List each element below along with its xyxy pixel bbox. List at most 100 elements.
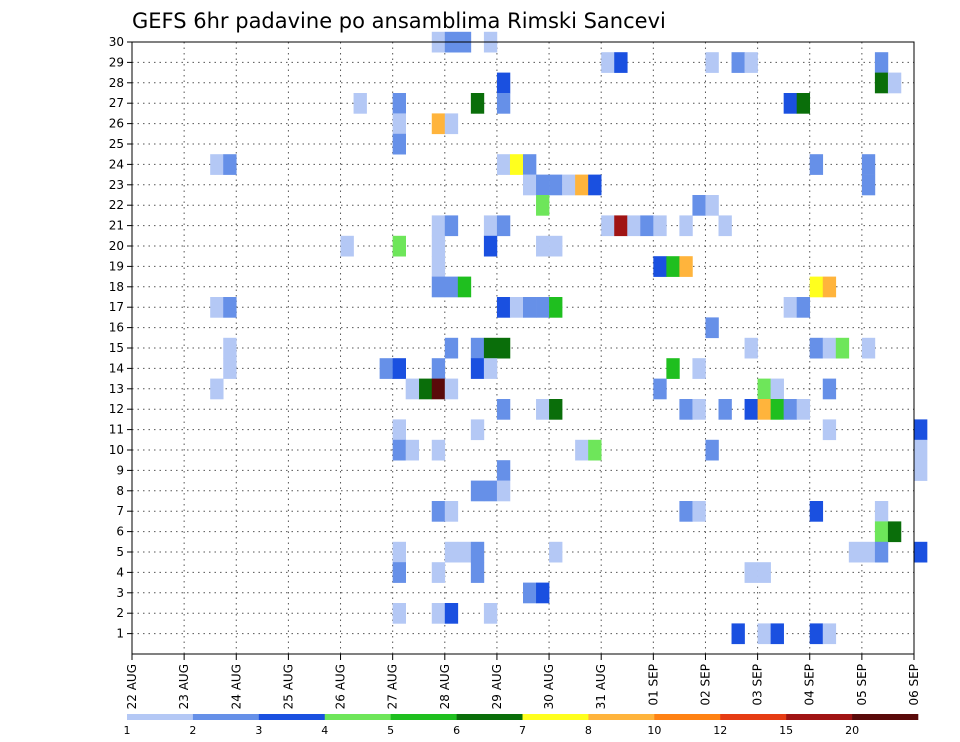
- legend-label: 1: [124, 724, 131, 737]
- x-tick-label: 29 AUG: [490, 664, 504, 709]
- heatmap-cell: [496, 480, 511, 502]
- legend-label: 10: [647, 724, 661, 737]
- heatmap-cell: [692, 195, 706, 216]
- heatmap-cell: [392, 541, 406, 563]
- heatmap-cell: [223, 358, 237, 379]
- heatmap-cell: [848, 541, 863, 563]
- heatmap-cell: [705, 52, 719, 73]
- heatmap-cell: [523, 174, 537, 196]
- heatmap-cell: [822, 378, 837, 400]
- heatmap-cell: [588, 439, 602, 461]
- heatmap-cell: [874, 541, 889, 563]
- x-tick-label: 06 SEP: [907, 664, 921, 706]
- heatmap-cell: [483, 358, 498, 379]
- grid-layer: [132, 41, 914, 654]
- heatmap-cell: [822, 419, 837, 441]
- y-tick-label: 6: [116, 525, 124, 539]
- legend-label: 7: [519, 724, 526, 737]
- heatmap-cell: [431, 256, 446, 277]
- x-tick-label: 31 AUG: [594, 664, 608, 709]
- heatmap-cell: [861, 174, 876, 196]
- heatmap-cell: [523, 582, 537, 604]
- heatmap-cell: [536, 174, 550, 196]
- y-tick-label: 10: [109, 443, 124, 457]
- heatmap-cell: [470, 562, 485, 583]
- heatmap-cell: [783, 399, 797, 420]
- x-tick-label: 04 SEP: [803, 664, 817, 706]
- heatmap-cell: [470, 419, 485, 441]
- y-tick-label: 2: [116, 606, 124, 620]
- heatmap-cell: [718, 399, 732, 420]
- x-axis: 22 AUG 23 AUG 24 AUG 25 AUG 26 AUG 27 AUG 28 A…: [125, 654, 921, 709]
- heatmap-cell: [796, 399, 811, 420]
- heatmap-cell: [809, 276, 824, 298]
- y-tick-label: 1: [116, 627, 124, 641]
- heatmap-cell: [783, 297, 797, 318]
- y-tick-label: 14: [109, 361, 124, 375]
- heatmap-cell: [861, 154, 876, 175]
- heatmap-cell: [744, 399, 758, 420]
- heatmap-cell: [640, 215, 654, 237]
- legend-swatch: [786, 714, 853, 720]
- heatmap-cell: [705, 317, 719, 339]
- heatmap-cell: [601, 52, 615, 73]
- heatmap-cell: [470, 93, 485, 114]
- heatmap-cell: [392, 603, 406, 624]
- heatmap-cell: [744, 337, 758, 359]
- heatmap-cell: [588, 174, 602, 196]
- heatmap-cell: [444, 501, 459, 522]
- heatmap-cell: [509, 297, 524, 318]
- y-tick-label: 13: [109, 382, 124, 396]
- y-tick-label: 24: [109, 157, 124, 171]
- heatmap-cell: [679, 256, 693, 277]
- y-tick-label: 12: [109, 402, 124, 416]
- heatmap-cell: [457, 541, 472, 563]
- heatmap-cell: [822, 276, 837, 298]
- legend-swatch: [324, 714, 391, 720]
- heatmap-cell: [431, 501, 446, 522]
- heatmap-cell: [575, 439, 589, 461]
- heatmap-cell: [418, 378, 433, 400]
- legend-swatch: [522, 714, 589, 720]
- heatmap-cell: [809, 501, 824, 522]
- y-tick-label: 23: [109, 178, 124, 192]
- heatmap-cell: [392, 113, 406, 135]
- heatmap-cell: [770, 399, 784, 420]
- heatmap-cell: [223, 337, 237, 359]
- heatmap-cell: [601, 215, 615, 237]
- heatmap-cell: [549, 541, 563, 563]
- heatmap-cell: [679, 501, 693, 522]
- x-tick-label: 23 AUG: [177, 664, 191, 709]
- heatmap-cell: [392, 358, 406, 379]
- heatmap-cell: [731, 623, 745, 645]
- y-tick-label: 8: [116, 484, 124, 498]
- heatmap-cell: [536, 195, 550, 216]
- x-tick-label: 28 AUG: [438, 664, 452, 709]
- heatmap-cell: [692, 399, 706, 420]
- y-tick-label: 7: [116, 504, 124, 518]
- heatmap-cell: [757, 562, 771, 583]
- heatmap-cell: [431, 235, 446, 257]
- heatmap-cell: [483, 337, 498, 359]
- legend-swatch: [127, 714, 194, 720]
- heatmap-cell: [874, 52, 889, 73]
- x-tick-label: 26 AUG: [334, 664, 348, 709]
- heatmap-cell: [536, 297, 550, 318]
- heatmap-cell: [887, 72, 902, 94]
- legend-swatch: [456, 714, 523, 720]
- heatmap-cell: [523, 297, 537, 318]
- heatmap-cell: [379, 358, 393, 379]
- heatmap-cell: [874, 521, 889, 543]
- heatmap-cell: [914, 439, 928, 461]
- heatmap-cell: [783, 93, 797, 114]
- heatmap-cell: [627, 215, 641, 237]
- y-tick-label: 22: [109, 198, 124, 212]
- y-tick-label: 29: [109, 55, 124, 69]
- heatmap-cell: [523, 154, 537, 175]
- y-tick-label: 30: [109, 35, 124, 49]
- heatmap-cell: [405, 378, 420, 400]
- y-tick-label: 11: [109, 423, 124, 437]
- heatmap-cell: [444, 603, 459, 624]
- heatmap-cell: [444, 276, 459, 298]
